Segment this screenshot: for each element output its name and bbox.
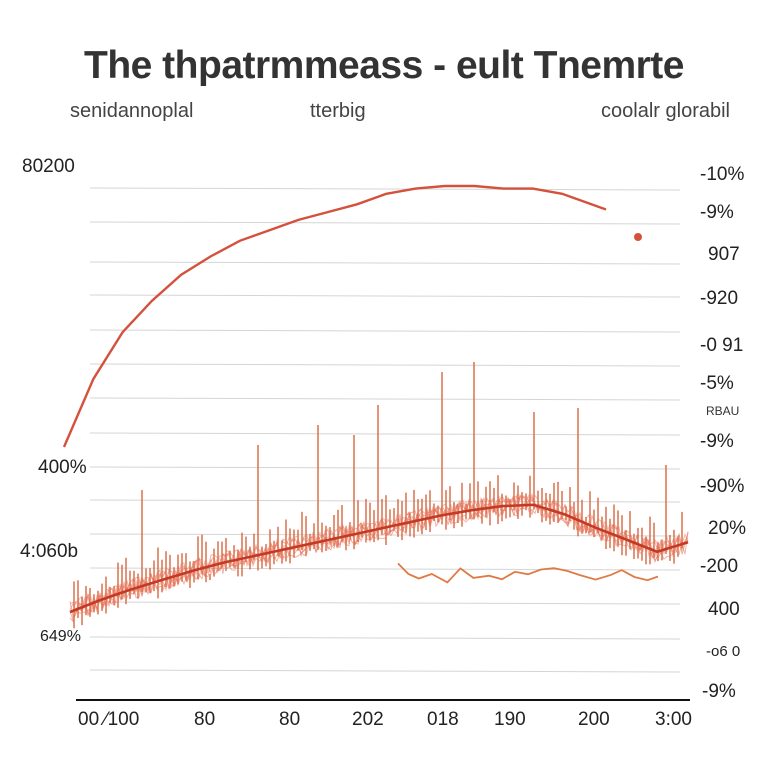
y-tick-right-7: -9% [700,431,734,452]
gridline-5 [89,329,681,333]
y-tick-right-2: -9% [700,202,734,223]
series-middle-trend [69,503,689,614]
gridline-13 [89,601,681,605]
y-tick-right-4: -920 [700,288,738,309]
y-tick-left-3: 4:060b [20,541,78,562]
noise-trace-2 [69,493,689,616]
y-tick-right-1: -10% [700,164,744,185]
y-tick-right-6: -5% [700,373,734,394]
y-tick-right-12: -o6 0 [706,643,740,660]
x-tick-3: 80 [279,709,300,730]
y-tick-right-3: 907 [708,244,740,265]
y-tick-right-5: -0 91 [700,335,743,356]
chart-title: The thpatrmmeass - eult Tnemrte [84,44,684,87]
right-annotation: RBAU [706,404,739,418]
subtitle-middle: tterbig [310,100,366,122]
gridline-14 [89,636,681,640]
gridline-11 [89,533,681,537]
subtitle-right: coolalr glorabil [601,100,730,122]
y-tick-right-8: -90% [700,476,744,497]
x-tick-8: 3:00 [655,709,692,730]
y-tick-left-4: 649% [40,628,81,645]
x-tick-7: 200 [578,709,610,730]
gridline-1 [89,187,681,191]
gridline-4 [89,294,681,298]
gridline-9 [89,466,681,470]
x-tick-2: 80 [194,709,215,730]
y-tick-left-2: 400% [38,457,87,478]
gridline-3 [89,261,681,265]
gridline-2 [89,221,681,225]
y-tick-right-11: 400 [708,599,740,620]
noise-trace-4 [69,494,689,613]
noise-trace-1 [69,493,689,614]
y-tick-right-9: 20% [708,518,746,539]
x-tick-4: 202 [352,709,384,730]
gridline-6 [89,363,681,367]
gridline-7 [89,397,681,401]
x-tick-5: 018 [427,709,459,730]
gridline-8 [89,432,681,436]
noise-trace-5 [69,494,689,622]
series-lower-zigzag [397,562,659,584]
gridline-10 [89,499,681,503]
subtitle-left: senidannoplal [70,100,194,122]
y-tick-right-10: -200 [700,556,738,577]
x-tick-6: 190 [494,709,526,730]
y-tick-left-1: 80200 [22,156,75,177]
end-marker [634,233,642,241]
series-upper-curve [62,184,607,448]
noise-trace-6 [69,493,689,623]
y-tick-right-13: -9% [702,681,736,702]
gridline-15 [89,669,681,673]
x-tick-1: 00 ⁄100 [78,709,139,730]
noise-trace-3 [69,495,689,620]
gridlines [89,187,681,673]
